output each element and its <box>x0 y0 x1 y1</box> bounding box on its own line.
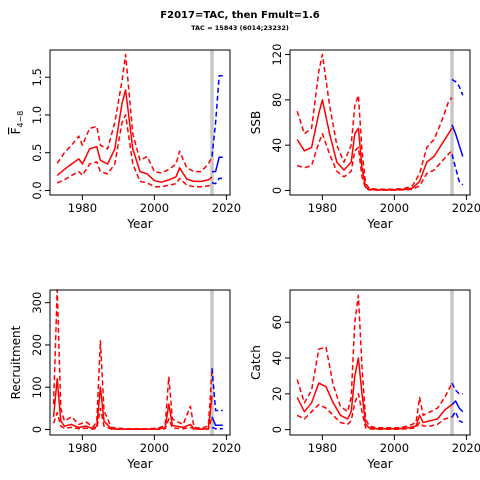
fbar-forecast-bound-line-5 <box>211 177 223 185</box>
fbar-history-median-line-0 <box>56 89 213 183</box>
recruitment-y-tick-label-3: 300 <box>30 292 44 314</box>
page-subtitle: TAC = 15843 (6014;23232) <box>191 24 289 32</box>
catch-y-tick-label-2: 40 <box>270 351 284 366</box>
ssb-history-bound-line-1 <box>296 53 453 191</box>
catch-y-axis-label: Catch <box>249 345 263 380</box>
panel-ssb: 1980 2000 2020 0 40 80 120 Year SSB <box>249 44 480 231</box>
fbar-y-axis-label: F4−8 <box>9 111 25 135</box>
ssb-y-tick-label-2: 80 <box>270 93 284 108</box>
catch-history-bound-line-2 <box>296 393 453 431</box>
ssb-forecast-median-line-3 <box>451 124 464 157</box>
ssb-x-axis-label: Year <box>366 217 392 231</box>
ssb-forecast-bound-line-4 <box>451 78 464 96</box>
ssb-x-tick-label-0: 1980 <box>308 201 337 215</box>
ssb-history-median-line-0 <box>296 99 453 191</box>
fbar-y-tick-label-0: 0.0 <box>30 181 44 199</box>
ssb-x-tick-label-2: 2020 <box>452 201 480 215</box>
fbar-plot-frame <box>49 49 231 196</box>
panel-catch: 1980 2000 2020 0 20 40 60 Year Catch <box>249 289 480 471</box>
fbar-x-tick-label-0: 1980 <box>68 201 97 215</box>
fbar-y-tick-label-2: 1.0 <box>30 106 44 124</box>
fbar-forecast-median-line-3 <box>212 156 223 173</box>
recruitment-y-tick-label-0: 0 <box>30 426 44 433</box>
fbar-history-bound-line-1 <box>56 53 213 174</box>
ssb-plot-frame <box>289 49 471 196</box>
ssb-y-tick-label-1: 40 <box>270 138 284 153</box>
ssb-history-bound-line-2 <box>296 133 453 191</box>
recruitment-forecast-bound-line-4 <box>211 368 223 412</box>
ssb-y-tick-label-0: 0 <box>270 187 284 194</box>
fbar-x-tick-label-2: 2020 <box>212 201 241 215</box>
recruitment-plot-frame <box>49 289 231 436</box>
ssb-y-tick-label-3: 120 <box>270 44 284 66</box>
fbar-history-bound-line-2 <box>56 114 213 188</box>
recruitment-x-tick-label-2: 2020 <box>212 441 241 455</box>
recruitment-history-median-line-0 <box>52 378 213 430</box>
recruitment-forecast-median-line-3 <box>211 416 223 427</box>
panel-recruitment: 1980 2000 2020 0 100 200 300 Year Recruitment <box>9 289 241 471</box>
catch-x-tick-label-2: 2020 <box>452 441 480 455</box>
recruitment-x-axis-label: Year <box>126 457 152 471</box>
recruitment-forecast-bound-line-5 <box>211 426 223 430</box>
ssb-x-tick-label-1: 2000 <box>380 201 409 215</box>
recruitment-x-tick-label-0: 1980 <box>68 441 97 455</box>
fbar-y-tick-label-3: 1.5 <box>30 68 44 86</box>
catch-history-median-line-0 <box>296 357 453 430</box>
recruitment-history-bound-line-2 <box>52 407 213 431</box>
catch-x-axis-label: Year <box>366 457 392 471</box>
catch-x-tick-label-1: 2000 <box>380 441 409 455</box>
recruitment-x-tick-label-1: 2000 <box>140 441 169 455</box>
fbar-x-axis-label: Year <box>126 217 152 231</box>
page-title: F2017=TAC, then Fmult=1.6 <box>160 10 320 21</box>
catch-forecast-bound-line-4 <box>451 382 463 395</box>
catch-x-tick-label-0: 1980 <box>308 441 337 455</box>
fbar-forecast-bound-line-4 <box>211 74 223 157</box>
recruitment-y-tick-label-1: 100 <box>30 376 44 398</box>
fbar-y-tick-label-1: 0.5 <box>30 144 44 162</box>
catch-history-bound-line-1 <box>296 294 453 429</box>
panel-fbar: 1980 2000 2020 0.0 0.5 1.0 1.5 Year F4−8 <box>9 49 241 231</box>
catch-y-tick-label-0: 0 <box>270 426 284 433</box>
ssb-y-axis-label: SSB <box>249 111 263 134</box>
catch-forecast-median-line-3 <box>451 400 464 413</box>
catch-plot-frame <box>289 289 471 436</box>
recruitment-y-axis-label: Recruitment <box>9 325 23 399</box>
catch-y-tick-label-3: 60 <box>270 315 284 330</box>
recruitment-history-bound-line-1 <box>52 289 213 430</box>
catch-y-tick-label-1: 20 <box>270 387 284 402</box>
fbar-x-tick-label-1: 2000 <box>140 201 169 215</box>
catch-forecast-bound-line-5 <box>451 410 464 424</box>
recruitment-y-tick-label-2: 200 <box>30 334 44 356</box>
